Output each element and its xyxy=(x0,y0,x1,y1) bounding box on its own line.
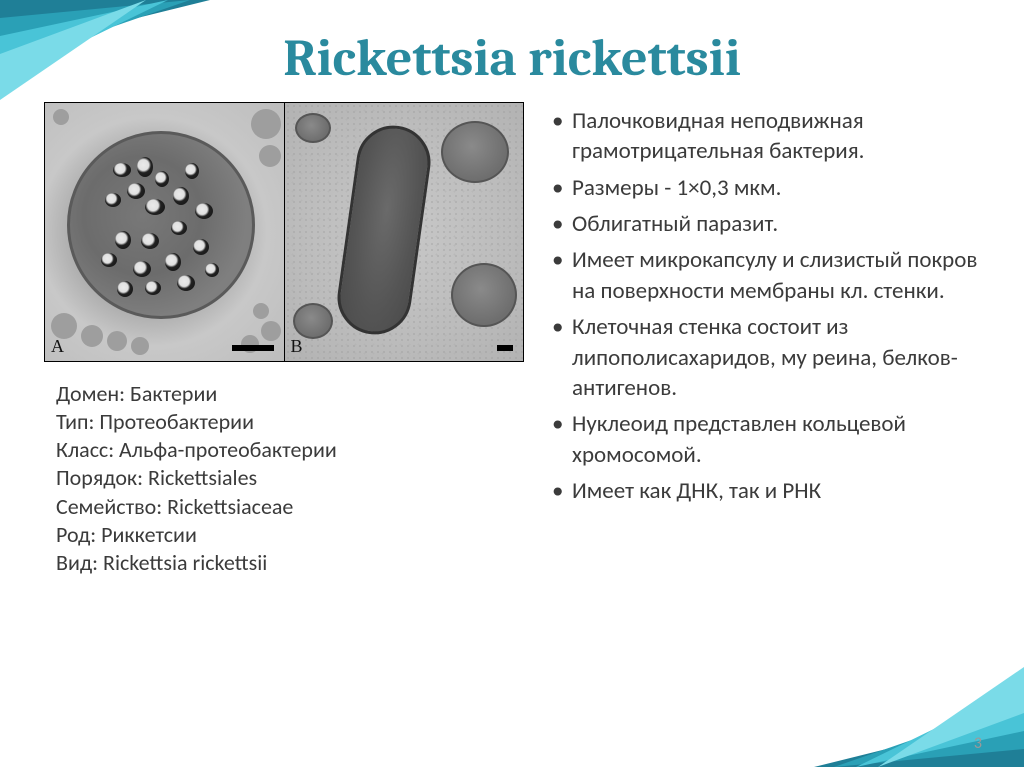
vesicle xyxy=(259,145,281,167)
vesicle xyxy=(81,325,103,347)
micrograph-panel-a: A xyxy=(45,103,284,361)
bullet-item: Размеры - 1×0,3 мкм. xyxy=(550,173,980,203)
micrograph-figure: A B xyxy=(44,102,524,362)
rickettsia-particle xyxy=(205,263,219,277)
rickettsia-particle xyxy=(165,253,181,271)
taxonomy-line: Род: Риккетсии xyxy=(56,521,524,549)
vesicle xyxy=(131,337,149,355)
micrograph-panel-b: B xyxy=(284,103,524,361)
organelle xyxy=(451,263,517,327)
right-column: Палочковидная неподвижная грамотрицатель… xyxy=(550,102,980,577)
page-number: 3 xyxy=(974,734,982,753)
taxonomy-line: Тип: Протеобактерии xyxy=(56,408,524,436)
organelle xyxy=(293,303,333,339)
rickettsia-particle xyxy=(171,221,187,235)
organelle xyxy=(441,121,509,183)
vesicle xyxy=(251,109,281,139)
bullet-item: Клеточная стенка состоит из липополисаха… xyxy=(550,312,980,403)
taxonomy-line: Класс: Альфа-протеобактерии xyxy=(56,436,524,464)
organelle xyxy=(295,113,331,143)
rickettsia-particle xyxy=(185,163,199,179)
rickettsia-particle xyxy=(173,187,189,205)
vesicle xyxy=(53,109,69,125)
vesicle xyxy=(253,303,269,319)
panel-a-label: A xyxy=(51,336,64,357)
rickettsia-particle xyxy=(137,157,153,177)
bullet-item: Палочковидная неподвижная грамотрицатель… xyxy=(550,106,980,167)
bullet-item: Имеет как ДНК, так и РНК xyxy=(550,476,980,506)
slide-body: Rickettsia rickettsii A xyxy=(0,0,1024,767)
rickettsia-particle xyxy=(195,203,213,219)
slide-title: Rickettsia rickettsii xyxy=(44,28,980,88)
taxonomy-block: Домен: Бактерии Тип: Протеобактерии Клас… xyxy=(44,380,524,577)
bullet-item: Имеет микрокапсулу и слизистый покров на… xyxy=(550,245,980,306)
panel-b-label: B xyxy=(291,336,303,357)
left-column: A B Домен: Бактерии Тип: Протеобактерии … xyxy=(44,102,524,577)
rickettsia-particle xyxy=(113,163,131,177)
rickettsia-particle xyxy=(155,171,169,187)
rickettsia-particle xyxy=(145,281,161,295)
vesicle xyxy=(107,331,127,351)
taxonomy-line: Вид: Rickettsia rickettsii xyxy=(56,549,524,577)
scale-bar-a xyxy=(232,345,274,351)
taxonomy-line: Домен: Бактерии xyxy=(56,380,524,408)
rickettsia-particle xyxy=(117,281,133,297)
rickettsia-particle xyxy=(101,253,117,267)
scale-bar-b xyxy=(497,345,513,351)
rickettsia-particle xyxy=(145,199,165,215)
rickettsia-particle xyxy=(127,183,145,199)
rickettsia-particle xyxy=(141,233,159,249)
content-row: A B Домен: Бактерии Тип: Протеобактерии … xyxy=(44,102,980,577)
panel-a-host-cell xyxy=(67,131,255,319)
rickettsia-particle xyxy=(105,193,121,207)
bullet-item: Облигатный паразит. xyxy=(550,209,980,239)
rickettsia-particle xyxy=(177,275,195,291)
bullet-item: Нуклеоид представлен кольцевой хромосомо… xyxy=(550,409,980,470)
rickettsia-particle xyxy=(115,231,131,249)
feature-bullet-list: Палочковидная неподвижная грамотрицатель… xyxy=(550,106,980,506)
rickettsia-particle xyxy=(193,239,209,255)
taxonomy-line: Порядок: Rickettsiales xyxy=(56,464,524,492)
taxonomy-line: Семейство: Rickettsiaceae xyxy=(56,493,524,521)
vesicle xyxy=(261,321,281,341)
rickettsia-particle xyxy=(133,261,151,277)
